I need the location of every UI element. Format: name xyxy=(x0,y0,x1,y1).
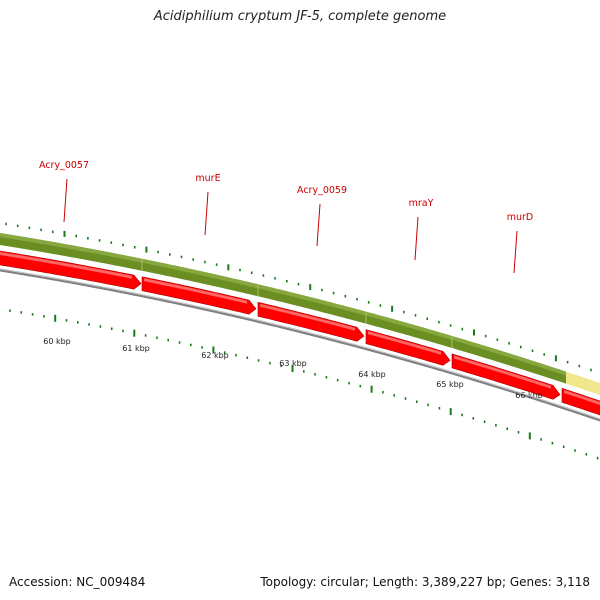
feature-band-track xyxy=(0,233,600,395)
scale-tick-track xyxy=(9,309,599,460)
genome-backbone-highlight xyxy=(0,268,600,420)
outer-tick-track xyxy=(5,222,592,372)
genome-backbone xyxy=(0,268,600,422)
gene-label-leader xyxy=(316,203,321,247)
gene-arrow-highlight xyxy=(144,278,247,304)
gene-arrow-highlight xyxy=(454,355,551,389)
rna-band xyxy=(566,371,600,395)
scale-label: 61 kbp xyxy=(122,344,150,353)
gene-arrow-highlight xyxy=(260,303,355,331)
cds-band xyxy=(0,233,566,384)
gene-arrow-highlight xyxy=(368,331,441,355)
gene-label-leader xyxy=(414,216,419,261)
scale-label: 64 kbp xyxy=(358,370,386,379)
gene-arrow-highlight xyxy=(564,389,600,405)
gene-label[interactable]: Acry_0059 xyxy=(297,185,347,196)
gene-label[interactable]: Acry_0057 xyxy=(39,160,89,171)
genome-summary-text: Topology: circular; Length: 3,389,227 bp… xyxy=(260,575,590,589)
map-title: Acidiphilium cryptum JF-5, complete geno… xyxy=(153,9,447,24)
gene-label[interactable]: murD xyxy=(507,212,534,223)
gene-label-leader xyxy=(63,178,68,223)
scale-label: 62 kbp xyxy=(201,351,229,360)
gene-arrow-track xyxy=(0,250,600,416)
gene-label[interactable]: murE xyxy=(195,173,220,184)
gene-arrow-highlight xyxy=(0,252,132,279)
gene-label-leader xyxy=(204,191,209,236)
gene-labels: Acry_0057 murE Acry_0059 mraY murD xyxy=(39,160,534,274)
gene-label-leader xyxy=(513,230,518,274)
accession-text: Accession: NC_009484 xyxy=(9,575,146,589)
scale-label: 63 kbp xyxy=(279,359,307,368)
scale-label: 60 kbp xyxy=(43,337,71,346)
gene-label[interactable]: mraY xyxy=(409,198,434,209)
scale-label: 65 kbp xyxy=(436,380,464,389)
